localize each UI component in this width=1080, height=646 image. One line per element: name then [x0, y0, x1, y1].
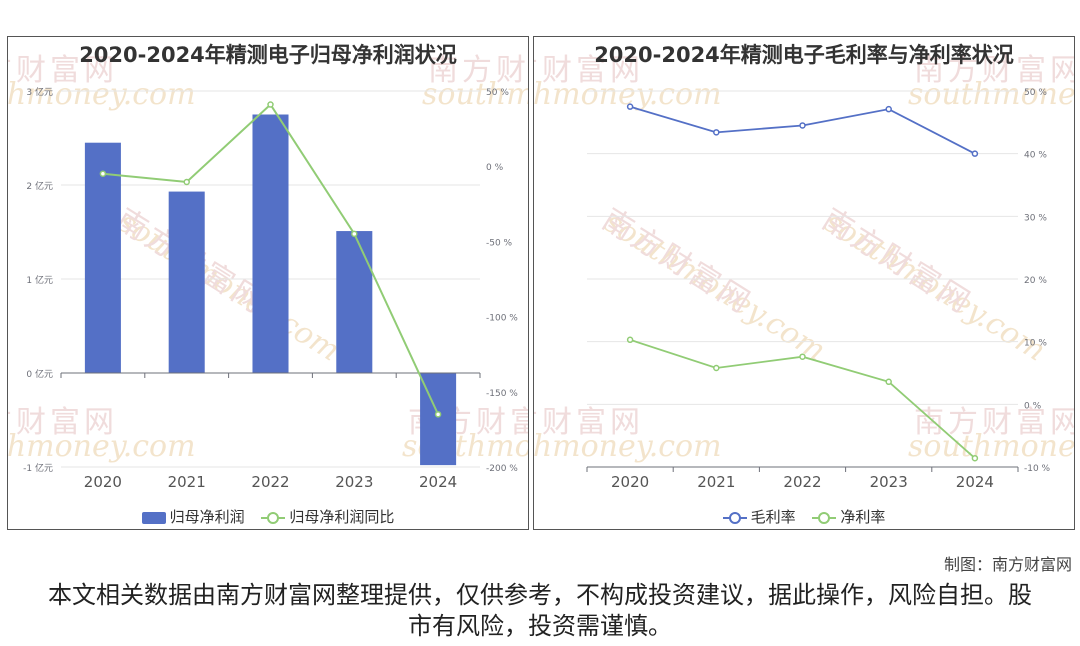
- right-axis-tick-label: -50 %: [486, 238, 513, 248]
- right-axis-tick-label: -100 %: [486, 314, 518, 324]
- yoy-point-2022: [267, 101, 274, 108]
- left-axis-tick-label: -1 亿元: [23, 462, 53, 474]
- series-1-point-2021: [713, 364, 720, 372]
- left-chart-legend: 归母净利润 归母净利润同比: [8, 506, 528, 527]
- legend-item-net-profit-yoy[interactable]: 归母净利润同比: [261, 506, 394, 527]
- right-axis-tick-label: 10 %: [1024, 339, 1047, 349]
- yoy-point-2020: [99, 170, 107, 177]
- yoy-point-2021: [183, 178, 190, 186]
- bar-2022: [252, 114, 289, 373]
- right-chart-panel: southmoney.com南方财富网southmoney.com南方财富网so…: [533, 36, 1075, 530]
- legend-label-net-profit: 归母净利润: [169, 508, 245, 526]
- legend-item-net-margin[interactable]: 净利率: [812, 506, 885, 527]
- right-chart-title: 2020-2024年精测电子毛利率与净利率状况: [594, 43, 1014, 67]
- disclaimer-text: 本文相关数据由南方财富网整理提供，仅供参考，不构成投资建议，据此操作，风险自担。…: [48, 581, 1032, 640]
- series-line-0: [629, 105, 976, 155]
- x-axis-label-2021: 2021: [697, 473, 735, 491]
- legend-line-swatch: [812, 511, 837, 524]
- x-axis-label-2020: 2020: [84, 473, 122, 491]
- right-axis-tick-label: -10 %: [1024, 464, 1051, 474]
- x-axis-label-2024: 2024: [956, 473, 994, 491]
- x-axis-label-2024: 2024: [419, 473, 457, 491]
- right-chart-legend: 毛利率 净利率: [534, 506, 1074, 527]
- x-axis-label-2021: 2021: [168, 473, 206, 491]
- series-0-point-2024: [971, 150, 979, 157]
- series-0-point-2021: [713, 129, 720, 136]
- legend-label-net-margin: 净利率: [840, 508, 886, 526]
- x-axis-label-2023: 2023: [870, 473, 908, 491]
- right-axis-tick-label: 40 %: [1024, 151, 1047, 161]
- right-chart-svg: 50 % 40 % 30 % 20 % 10 % 0 % -10 % 2020 2021 2022…: [586, 88, 1051, 491]
- series-1-point-2023: [885, 378, 892, 386]
- bar-2023: [336, 231, 373, 373]
- left-axis-tick-label: 3 亿元: [26, 86, 53, 98]
- right-axis-tick-label: -150 %: [486, 389, 518, 399]
- legend-line-swatch: [261, 511, 286, 524]
- left-chart-svg: 3 亿元 2 亿元 1 亿元 0 亿元 -1 亿元 50 % 0 % -50 % -100 % -…: [23, 86, 518, 491]
- bar-2020: [84, 142, 121, 373]
- right-axis-tick-label: 50 %: [1024, 88, 1047, 98]
- yoy-point-2023: [351, 230, 358, 238]
- x-axis-label-2020: 2020: [611, 473, 649, 491]
- series-0-point-2020: [626, 103, 634, 110]
- series-1-point-2020: [626, 336, 634, 344]
- right-axis-tick-label: 30 %: [1024, 213, 1047, 223]
- right-axis-tick-label: -200 %: [486, 464, 518, 474]
- series-0-point-2023: [885, 105, 892, 113]
- right-axis-tick-label: 50 %: [486, 88, 509, 98]
- series-0-point-2022: [799, 122, 806, 129]
- series-1-point-2024: [971, 454, 979, 462]
- left-axis-tick-label: 1 亿元: [26, 274, 53, 286]
- right-axis-tick-label: 20 %: [1024, 276, 1047, 286]
- bar-2021: [168, 191, 205, 373]
- left-axis-tick-label: 2 亿元: [26, 180, 53, 192]
- x-axis-label-2022: 2022: [783, 473, 821, 491]
- series-1-point-2022: [799, 353, 806, 360]
- legend-bar-swatch: [141, 511, 166, 524]
- chart-credit: 制图：南方财富网: [943, 555, 1072, 574]
- legend-item-gross-margin[interactable]: 毛利率: [722, 506, 796, 527]
- right-axis-tick-label: 0 %: [1024, 401, 1042, 411]
- left-chart-title: 2020-2024年精测电子归母净利润状况: [79, 43, 457, 67]
- x-axis-label-2022: 2022: [251, 473, 289, 491]
- legend-label-gross-margin: 毛利率: [750, 508, 796, 526]
- left-axis-tick-label: 0 亿元: [26, 368, 53, 380]
- right-axis-tick-label: 0 %: [486, 163, 504, 173]
- legend-item-net-profit[interactable]: 归母净利润: [141, 506, 245, 527]
- x-axis-label-2023: 2023: [335, 473, 373, 491]
- left-chart-panel: southmoney.com南方财富网southmoney.com南方财富网so…: [7, 36, 529, 530]
- legend-line-swatch: [722, 511, 747, 524]
- yoy-point-2024: [434, 411, 442, 418]
- legend-label-net-profit-yoy: 归母净利润同比: [289, 508, 395, 526]
